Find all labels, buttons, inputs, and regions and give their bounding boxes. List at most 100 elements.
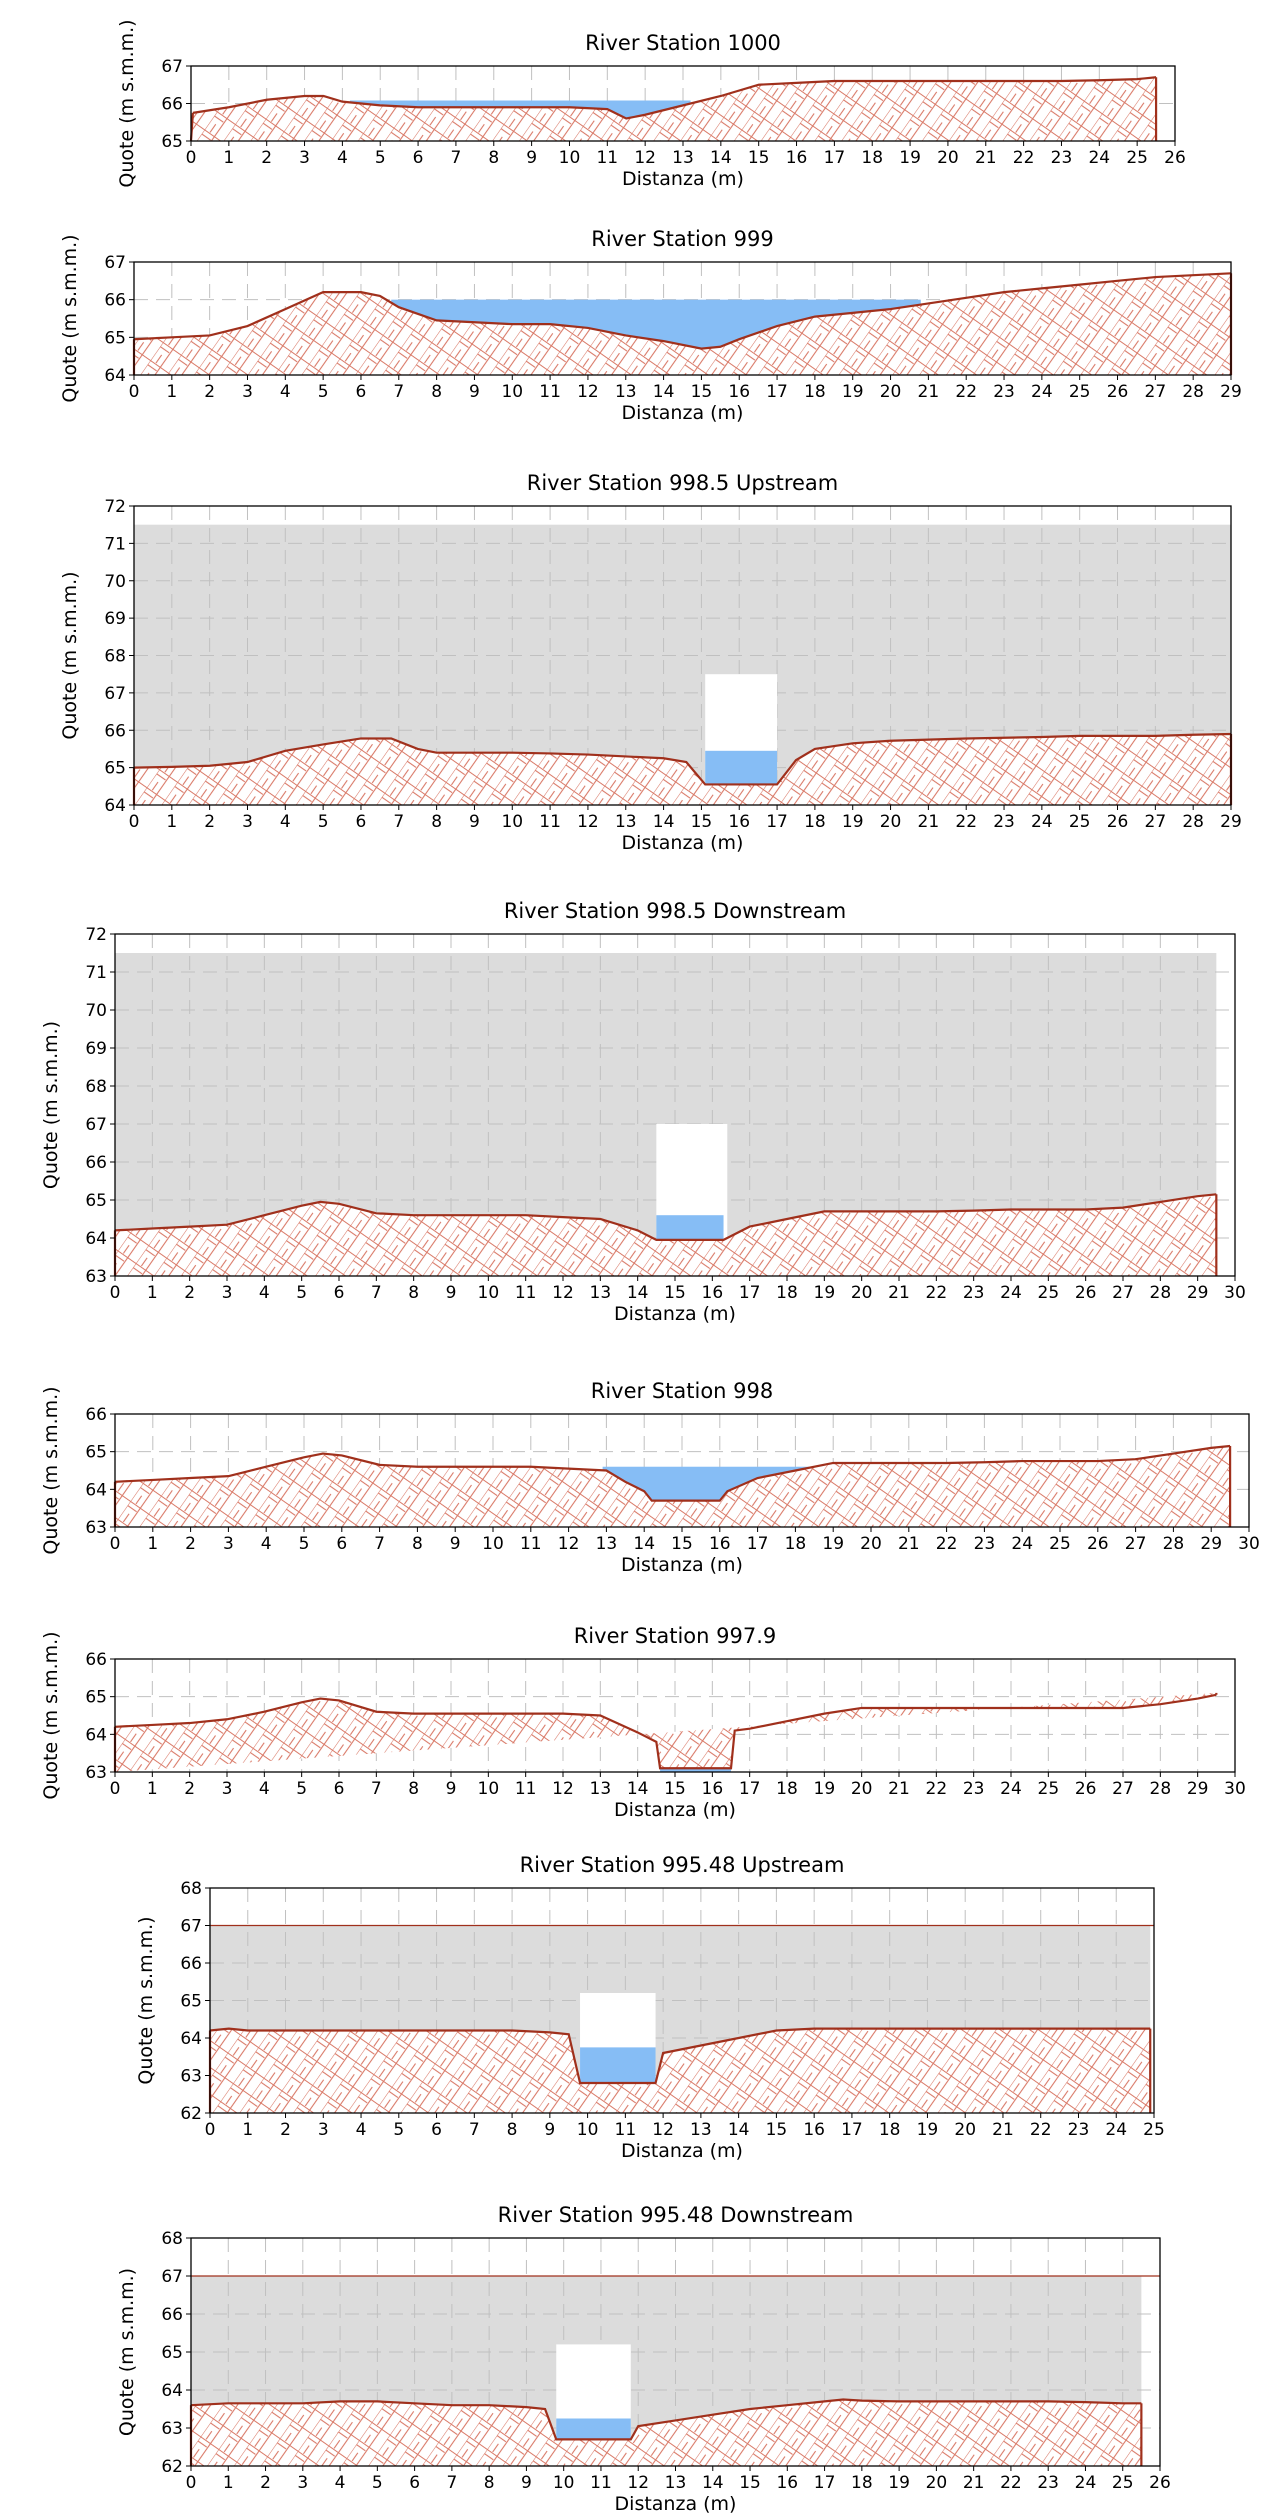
- x-tick-label: 5: [296, 1283, 307, 1303]
- x-tick-label: 5: [318, 382, 329, 402]
- y-tick-label: 67: [85, 1115, 107, 1135]
- x-tick-label: 22: [955, 382, 977, 402]
- x-tick-label: 9: [526, 148, 537, 168]
- x-tick-label: 27: [1125, 1534, 1147, 1554]
- x-axis-label: Distanza (m): [614, 1303, 736, 1325]
- x-tick-label: 1: [147, 1283, 158, 1303]
- x-tick-label: 15: [766, 2120, 788, 2140]
- y-tick-label: 65: [85, 1443, 107, 1463]
- x-tick-label: 8: [431, 382, 442, 402]
- x-tick-label: 17: [766, 812, 788, 832]
- ground-profile: [114, 1193, 1217, 1242]
- x-tick-label: 10: [482, 1534, 504, 1554]
- x-tick-label: 15: [664, 1779, 686, 1799]
- x-tick-label: 0: [110, 1779, 121, 1799]
- x-tick-label: 28: [1182, 812, 1204, 832]
- x-tick-label: 9: [469, 382, 480, 402]
- x-tick-label: 8: [412, 1534, 423, 1554]
- x-tick-label: 12: [577, 382, 599, 402]
- x-tick-label: 21: [975, 148, 997, 168]
- x-tick-label: 9: [450, 1534, 461, 1554]
- x-tick-label: 3: [242, 812, 253, 832]
- x-axis-label: Distanza (m): [622, 402, 744, 424]
- x-tick-label: 23: [993, 812, 1015, 832]
- x-tick-label: 5: [299, 1534, 310, 1554]
- y-tick-label: 63: [180, 2067, 202, 2087]
- x-tick-label: 5: [372, 2473, 383, 2493]
- x-tick-label: 30: [1224, 1779, 1246, 1799]
- x-tick-label: 29: [1220, 382, 1242, 402]
- x-tick-label: 20: [954, 2120, 976, 2140]
- x-tick-label: 14: [728, 2120, 750, 2140]
- chart-title: River Station 1000: [585, 31, 781, 55]
- ground-hatch: [191, 2399, 1142, 2466]
- y-tick-label: 72: [85, 925, 107, 945]
- x-tick-label: 18: [804, 382, 826, 402]
- x-tick-label: 15: [671, 1534, 693, 1554]
- x-tick-label: 0: [129, 812, 140, 832]
- ground-profile: [133, 732, 1232, 786]
- y-axis-label: Quote (m s.m.m.): [116, 19, 138, 187]
- plot-frame: [133, 261, 1232, 376]
- x-tick-label: 13: [615, 382, 637, 402]
- x-tick-label: 14: [627, 1779, 649, 1799]
- y-tick-label: 63: [85, 1518, 107, 1538]
- x-tick-label: 20: [860, 1534, 882, 1554]
- x-tick-label: 19: [899, 148, 921, 168]
- x-tick-label: 4: [337, 148, 348, 168]
- x-tick-label: 27: [1112, 1779, 1134, 1799]
- x-tick-label: 9: [446, 1283, 457, 1303]
- x-tick-label: 24: [1031, 812, 1053, 832]
- y-axis-label: Quote (m s.m.m.): [135, 1916, 157, 2084]
- ground-hatch: [134, 733, 1231, 805]
- y-axis-label: Quote (m s.m.m.): [40, 1631, 62, 1799]
- y-tick-label: 65: [104, 759, 126, 779]
- x-tick-label: 12: [552, 1779, 574, 1799]
- x-tick-label: 20: [880, 382, 902, 402]
- x-tick-label: 12: [558, 1534, 580, 1554]
- x-tick-label: 19: [822, 1534, 844, 1554]
- y-tick-label: 63: [161, 2419, 183, 2439]
- ground-profile: [190, 2398, 1142, 2441]
- x-tick-label: 25: [1112, 2473, 1134, 2493]
- ground-profile: [192, 76, 1157, 120]
- x-tick-label: 16: [803, 2120, 825, 2140]
- x-tick-label: 24: [1031, 382, 1053, 402]
- x-tick-label: 18: [776, 1283, 798, 1303]
- y-tick-label: 66: [85, 1650, 107, 1670]
- ground-hatch: [210, 2028, 1151, 2113]
- x-tick-label: 8: [507, 2120, 518, 2140]
- x-tick-label: 28: [1150, 1779, 1172, 1799]
- x-tick-label: 26: [1107, 812, 1129, 832]
- x-tick-label: 6: [356, 812, 367, 832]
- x-tick-label: 14: [653, 812, 675, 832]
- x-tick-label: 15: [664, 1283, 686, 1303]
- x-tick-label: 7: [374, 1534, 385, 1554]
- ground-profile: [133, 272, 1232, 350]
- y-tick-label: 67: [161, 57, 183, 77]
- x-tick-label: 15: [748, 148, 770, 168]
- y-tick-label: 64: [104, 366, 126, 386]
- x-tick-label: 17: [766, 382, 788, 402]
- chart-title: River Station 997.9: [574, 1624, 777, 1648]
- x-tick-label: 25: [1038, 1283, 1060, 1303]
- y-tick-label: 68: [180, 1879, 202, 1899]
- y-tick-label: 63: [85, 1763, 107, 1783]
- x-tick-label: 21: [918, 812, 940, 832]
- x-tick-label: 22: [955, 812, 977, 832]
- x-tick-label: 19: [888, 2473, 910, 2493]
- x-tick-label: 16: [776, 2473, 798, 2493]
- y-tick-label: 71: [85, 963, 107, 983]
- cross-section-chart: River Station 997.90 1 2 3 4 5 6 7 8 9 10 11 12 13 14 1…: [40, 1624, 1246, 1821]
- chart-title: River Station 998.5 Upstream: [527, 471, 839, 495]
- x-tick-label: 14: [653, 382, 675, 402]
- x-tick-label: 5: [296, 1779, 307, 1799]
- y-tick-label: 67: [161, 2267, 183, 2287]
- y-tick-label: 67: [104, 684, 126, 704]
- x-tick-label: 2: [184, 1283, 195, 1303]
- x-tick-label: 29: [1187, 1283, 1209, 1303]
- y-axis-label: Quote (m s.m.m.): [59, 571, 81, 739]
- x-tick-label: 7: [393, 812, 404, 832]
